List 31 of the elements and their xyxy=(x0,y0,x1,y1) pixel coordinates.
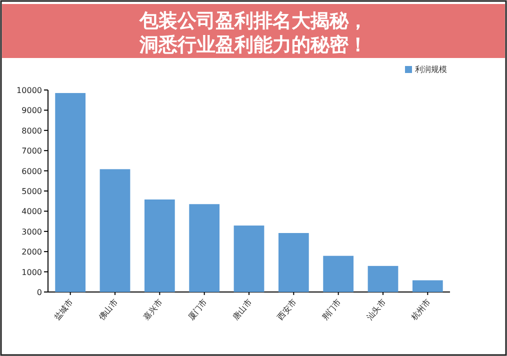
x-tick-label: 佛山市 xyxy=(97,298,120,322)
y-tick-label: 2000 xyxy=(22,248,42,257)
chart-title: 包装公司盈利排名大揭秘，洞悉行业盈利能力的秘密！ xyxy=(138,10,368,56)
bar xyxy=(234,226,264,292)
x-tick-label: 厦门市 xyxy=(186,298,209,322)
y-tick-label: 8000 xyxy=(22,126,42,136)
y-tick-label: 3000 xyxy=(22,227,42,236)
x-tick-label: 荆门市 xyxy=(320,298,343,322)
x-tick-label: 嘉兴市 xyxy=(142,298,164,322)
bar xyxy=(278,233,309,292)
x-tick-label: 西安市 xyxy=(276,298,298,322)
bar xyxy=(189,204,220,292)
y-tick-label: 5000 xyxy=(22,187,42,196)
bar xyxy=(323,256,354,292)
bar xyxy=(412,280,443,292)
x-tick-label: 杭州市 xyxy=(409,298,432,322)
bar xyxy=(55,93,86,292)
y-tick-label: 7000 xyxy=(22,146,42,156)
bar xyxy=(144,199,175,292)
x-tick-label: 盐城市 xyxy=(52,298,75,322)
y-tick-label: 0 xyxy=(36,288,42,297)
legend-label: 利润规模 xyxy=(415,65,447,74)
bar xyxy=(368,266,398,292)
y-tick-label: 10000 xyxy=(16,86,42,95)
x-tick-label: 汕头市 xyxy=(365,298,388,322)
y-tick-label: 9000 xyxy=(22,106,42,116)
y-tick-label: 1000 xyxy=(22,268,42,277)
bar xyxy=(100,169,130,292)
x-tick-label: 唐山市 xyxy=(231,298,254,322)
y-tick-label: 6000 xyxy=(22,166,42,176)
y-tick-label: 4000 xyxy=(22,207,42,216)
